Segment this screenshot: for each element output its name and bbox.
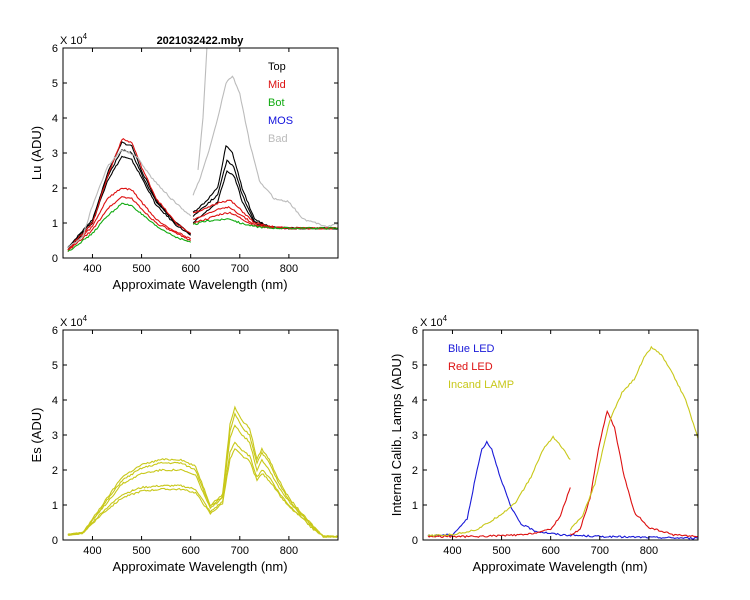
es-ytick-label: 4: [52, 395, 58, 407]
es-multiplier: X 104: [60, 314, 88, 329]
lu-series-mid-line: [67, 187, 192, 251]
es-xlabel: Approximate Wavelength (nm): [112, 559, 287, 574]
lu-xtick-label: 800: [280, 263, 298, 275]
lu-xtick-label: 700: [231, 263, 249, 275]
lu-xtick-label: 600: [181, 263, 199, 275]
lu-series-bad-line: [67, 149, 192, 249]
lu-series-mid-line: [67, 196, 192, 252]
es-xtick-label: 700: [231, 545, 249, 557]
cal-xtick-label: 800: [640, 545, 658, 557]
lu-ytick-label: 4: [52, 113, 58, 125]
cal-multiplier: X 104: [420, 314, 448, 329]
lu-ytick-label: 1: [52, 218, 58, 230]
lu-series-top-line: [192, 159, 338, 230]
cal-xtick-label: 500: [492, 545, 510, 557]
es-ytick-label: 5: [52, 360, 58, 372]
lu-panel: X 104 2021032422.mby Approximate Wavelen…: [29, 32, 339, 292]
lu-legend-top: Top: [268, 61, 286, 73]
lu-ytick-label: 5: [52, 78, 58, 90]
lu-ytick-label: 3: [52, 148, 58, 160]
cal-panel: X 104 Approximate Wavelength (nm) Intern…: [389, 314, 699, 574]
cal-series-red-led-line: [427, 487, 571, 539]
cal-xlabel: Approximate Wavelength (nm): [472, 559, 647, 574]
lu-title: 2021032422.mby: [157, 35, 245, 47]
cal-series-incand-lamp-line: [427, 435, 571, 538]
cal-xtick-label: 400: [443, 545, 461, 557]
es-ytick-label: 1: [52, 500, 58, 512]
es-xtick-label: 400: [83, 545, 101, 557]
cal-xtick-label: 600: [541, 545, 559, 557]
es-xtick-label: 800: [280, 545, 298, 557]
lu-legend-bad: Bad: [268, 133, 288, 145]
es-series-es-line: [67, 441, 338, 538]
lu-ytick-label: 2: [52, 183, 58, 195]
lu-legend-bot: Bot: [268, 97, 285, 109]
cal-ytick-label: 5: [412, 360, 418, 372]
lu-multiplier: X 104: [60, 32, 88, 47]
lu-series-mid-line: [67, 138, 192, 251]
cal-ytick-label: 4: [412, 395, 418, 407]
lu-series-bot-line: [192, 218, 338, 230]
es-series-es-line: [67, 405, 338, 538]
es-xtick-label: 500: [132, 545, 150, 557]
cal-series-red-led-line: [570, 409, 698, 538]
es-ytick-label: 2: [52, 465, 58, 477]
lu-ytick-label: 6: [52, 43, 58, 55]
lu-series-bad-line: [192, 75, 338, 228]
lu-series-bad-line: [197, 48, 208, 170]
cal-series-group: [427, 345, 698, 540]
es-ytick-label: 3: [52, 430, 58, 442]
cal-xtick-label: 700: [591, 545, 609, 557]
lu-xtick-label: 500: [132, 263, 150, 275]
cal-ylabel: Internal Calib. Lamps (ADU): [389, 354, 404, 517]
es-series-group: [67, 405, 338, 539]
cal-legend-red-led: Red LED: [448, 361, 493, 373]
cal-ytick-label: 0: [412, 535, 418, 547]
es-series-es-line: [67, 448, 338, 539]
lu-plot-frame: [62, 47, 339, 259]
es-ytick-label: 0: [52, 535, 58, 547]
es-series-es-line: [67, 411, 338, 538]
cal-series-blue-led-line: [427, 440, 698, 540]
lu-series-group: [67, 48, 338, 252]
lu-series-bot-line: [67, 202, 192, 252]
cal-ytick-label: 1: [412, 500, 418, 512]
lu-ylabel: Lu (ADU): [29, 126, 44, 180]
cal-series-incand-lamp-line: [569, 345, 698, 531]
lu-legend-mos: MOS: [268, 115, 293, 127]
cal-ytick-label: 3: [412, 430, 418, 442]
cal-ytick-label: 6: [412, 325, 418, 337]
lu-series-top-line: [67, 141, 192, 249]
es-xtick-label: 600: [181, 545, 199, 557]
lu-series-mid-line: [193, 211, 338, 230]
cal-ytick-label: 2: [412, 465, 418, 477]
cal-legend-incand-lamp: Incand LAMP: [448, 379, 514, 391]
es-ylabel: Es (ADU): [29, 408, 44, 463]
es-ytick-label: 6: [52, 325, 58, 337]
lu-ytick-label: 0: [52, 253, 58, 265]
lu-legend-mid: Mid: [268, 79, 286, 91]
cal-legend-blue-led: Blue LED: [448, 343, 495, 355]
es-panel: X 104 Approximate Wavelength (nm) Es (AD…: [29, 314, 339, 574]
es-series-es-line: [67, 424, 338, 538]
lu-xlabel: Approximate Wavelength (nm): [112, 277, 287, 292]
lu-xtick-label: 400: [83, 263, 101, 275]
